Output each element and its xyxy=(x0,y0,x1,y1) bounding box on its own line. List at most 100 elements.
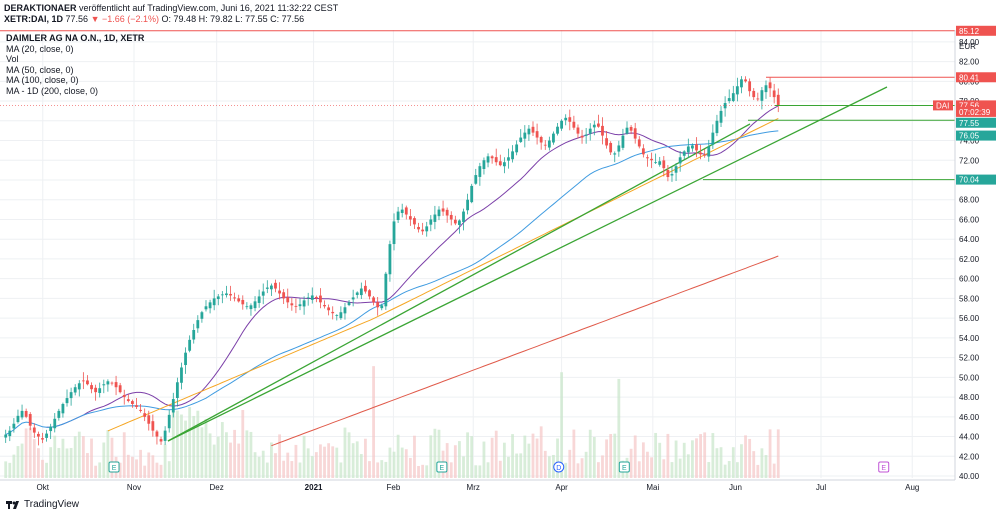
candle-body xyxy=(274,282,277,289)
symbol-line: XETR:DAI, 1D 77.56 ▼ −1.66 (−2.1%) O: 79… xyxy=(4,14,304,25)
volume-bar xyxy=(417,465,420,478)
candle-body xyxy=(65,398,69,404)
candle-body xyxy=(527,128,531,135)
legend-item-ma200[interactable]: MA - 1D (200, close, 0) xyxy=(6,85,99,96)
candle-body xyxy=(122,394,126,398)
volume-bar xyxy=(703,432,707,478)
published-text: veröffentlicht auf TradingView.com, Juni… xyxy=(79,3,339,13)
candle-body xyxy=(184,352,187,366)
candle-body xyxy=(372,297,375,303)
volume-bar xyxy=(278,434,281,478)
candle-body xyxy=(8,430,12,437)
y-tick-label: 60.00 xyxy=(959,275,980,284)
volume-bar xyxy=(57,447,61,478)
volume-bar xyxy=(269,442,273,478)
candle-body xyxy=(445,209,449,216)
volume-bar xyxy=(106,430,110,478)
volume-bar xyxy=(253,452,257,478)
legend-title: DAIMLER AG NA O.N., 1D, XETR xyxy=(6,33,145,43)
candle-body xyxy=(77,383,81,390)
candle-body xyxy=(719,110,723,123)
candle-body xyxy=(380,305,384,309)
volume-bar xyxy=(654,432,658,478)
volume-bar xyxy=(323,446,326,478)
volume-bar xyxy=(163,444,167,478)
candle-body xyxy=(691,145,694,149)
volume-bar xyxy=(343,427,347,478)
volume-bar xyxy=(331,446,335,478)
candle-body xyxy=(388,244,392,275)
candle-body xyxy=(474,175,478,184)
candle-body xyxy=(131,401,134,404)
price-label-text: 70.04 xyxy=(959,176,980,185)
volume-bar xyxy=(45,462,48,478)
volume-bar xyxy=(180,414,183,478)
y-tick-label: 84.00 xyxy=(959,38,980,47)
legend-item-ma20[interactable]: MA (20, close, 0) xyxy=(6,43,74,54)
event-marker-text: E xyxy=(881,465,886,472)
candle-body xyxy=(163,430,167,441)
legend-item-vol[interactable]: Vol xyxy=(6,54,19,65)
volume-bar xyxy=(261,450,265,478)
candle-body xyxy=(204,306,208,310)
volume-bar xyxy=(670,462,674,478)
price-label-text: 77.55 xyxy=(959,119,980,128)
candle-body xyxy=(666,170,670,178)
volume-bar xyxy=(662,459,666,478)
y-tick-label: 52.00 xyxy=(959,354,980,363)
volume-bar xyxy=(776,429,780,478)
volume-bar xyxy=(302,435,306,478)
tradingview-footer[interactable]: TradingView xyxy=(6,499,79,510)
volume-bar xyxy=(408,457,412,478)
candle-body xyxy=(760,90,764,101)
candle-body xyxy=(531,126,535,133)
candle-body xyxy=(155,431,159,437)
volume-bar xyxy=(274,453,277,478)
event-marker-text: E xyxy=(440,465,445,472)
y-tick-label: 74.00 xyxy=(959,137,980,146)
event-marker-box xyxy=(436,461,448,473)
event-marker-box xyxy=(878,461,890,473)
event-marker-box xyxy=(618,461,630,473)
volume-bar xyxy=(102,442,106,478)
legend-item-ma100[interactable]: MA (100, close, 0) xyxy=(6,75,79,86)
candle-body xyxy=(756,98,760,100)
y-tick-label: 82.00 xyxy=(959,58,980,67)
symbol-ticker: XETR:DAI, 1D xyxy=(4,14,64,24)
candle-body xyxy=(470,185,474,203)
candle-body xyxy=(306,297,310,299)
volume-bar xyxy=(404,449,408,478)
candle-body xyxy=(220,294,224,296)
candle-body xyxy=(343,307,347,314)
volume-bar xyxy=(674,440,678,478)
volume-bar xyxy=(49,447,53,478)
indicator-legend: DAIMLER AG NA O.N., 1D, XETR MA (20, clo… xyxy=(6,33,144,97)
candle-body xyxy=(678,157,682,164)
volume-bar xyxy=(314,452,318,478)
volume-bar xyxy=(372,366,375,478)
volume-bar xyxy=(110,437,114,478)
x-tick-label: Dez xyxy=(210,483,224,492)
candle-body xyxy=(32,427,36,433)
candle-body xyxy=(41,438,44,440)
candle-body xyxy=(539,136,543,143)
volume-bar xyxy=(90,438,93,478)
volume-bar xyxy=(764,455,768,478)
volume-bar xyxy=(122,432,126,478)
volume-bar xyxy=(400,447,404,478)
volume-bar xyxy=(143,465,147,478)
volume-bar xyxy=(429,435,433,478)
candle-body xyxy=(151,421,155,431)
candle-body xyxy=(584,134,588,136)
ma200-line xyxy=(271,255,779,447)
price-label-text: 85.12 xyxy=(959,27,980,36)
volume-bar xyxy=(20,443,24,478)
legend-item-ma50[interactable]: MA (50, close, 0) xyxy=(6,64,74,75)
volume-bar xyxy=(69,447,73,478)
candle-body xyxy=(613,153,617,155)
volume-bar xyxy=(310,456,314,478)
volume-bar xyxy=(568,449,572,478)
volume-bar xyxy=(257,456,261,478)
